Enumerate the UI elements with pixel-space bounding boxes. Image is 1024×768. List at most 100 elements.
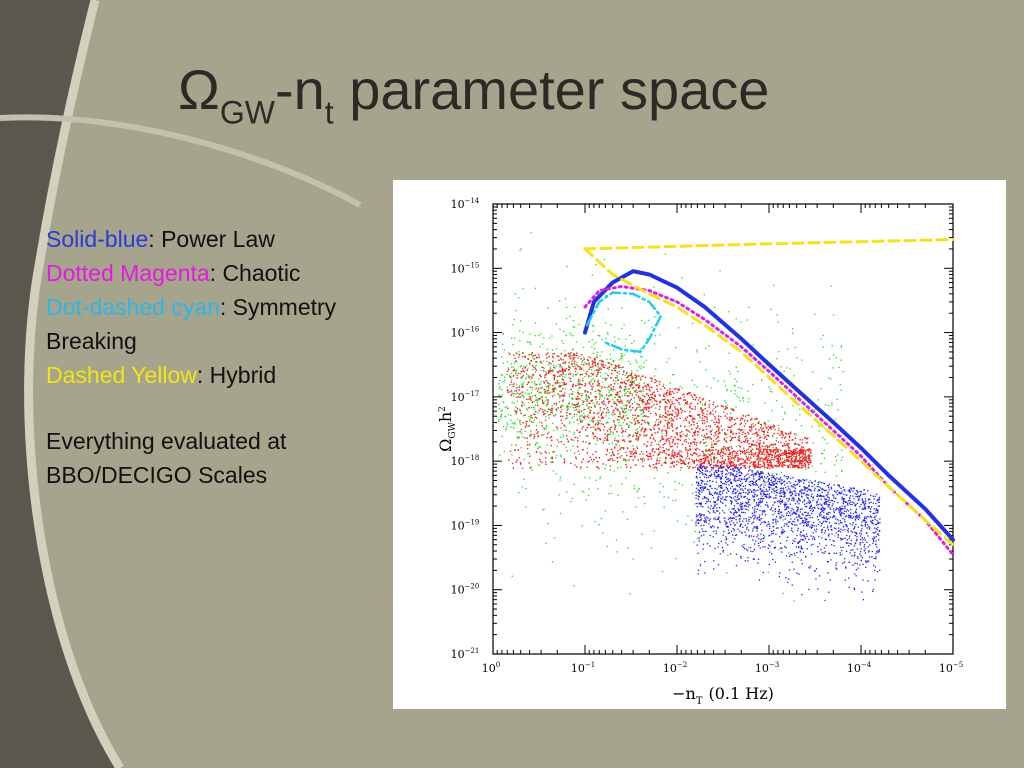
scatter-point	[628, 434, 630, 436]
scatter-point	[499, 379, 501, 382]
scatter-point	[717, 452, 719, 454]
scatter-point	[581, 421, 583, 423]
scatter-point	[779, 462, 781, 464]
scatter-point	[729, 412, 732, 415]
scatter-point	[800, 449, 802, 451]
scatter-point	[547, 401, 549, 403]
scatter-point	[521, 383, 523, 385]
scatter-point	[748, 459, 750, 462]
scatter-point	[533, 407, 535, 409]
scatter-point	[632, 381, 634, 383]
scatter-point	[671, 414, 673, 416]
scatter-point	[548, 408, 550, 410]
scatter-point	[552, 461, 554, 463]
scatter-point	[784, 436, 787, 438]
scatter-point	[550, 457, 552, 459]
scatter-point	[694, 408, 696, 410]
scatter-point	[694, 503, 696, 505]
scatter-point	[589, 456, 591, 458]
scatter-point	[553, 375, 556, 377]
scatter-point	[518, 386, 520, 388]
scatter-point	[651, 378, 653, 380]
scatter-point	[658, 441, 660, 443]
scatter-point	[638, 487, 641, 490]
scatter-point	[505, 429, 507, 431]
scatter-point	[676, 418, 678, 420]
scatter-point	[781, 452, 784, 454]
scatter-point	[537, 387, 540, 390]
scatter-point	[666, 433, 668, 435]
scatter-point	[555, 388, 557, 391]
scatter-point	[795, 449, 797, 452]
scatter-point	[777, 457, 779, 460]
scatter-point	[559, 476, 562, 478]
scatter-point	[592, 377, 594, 380]
scatter-point	[534, 366, 536, 368]
scatter-point	[593, 411, 595, 414]
scatter-point	[554, 367, 556, 369]
scatter-point	[694, 466, 696, 468]
scatter-point	[773, 457, 776, 459]
scatter-point	[595, 390, 597, 392]
scatter-point	[675, 463, 678, 466]
scatter-point	[788, 451, 790, 453]
scatter-point	[700, 458, 702, 460]
scatter-point	[808, 458, 811, 461]
scatter-point	[752, 344, 754, 346]
scatter-point	[641, 460, 644, 462]
scatter-point	[665, 457, 667, 459]
scatter-point	[535, 411, 537, 413]
scatter-point	[624, 386, 626, 388]
scatter-point	[587, 494, 589, 497]
scatter-point	[631, 455, 633, 457]
scatter-point	[596, 351, 598, 353]
scatter-point	[610, 387, 612, 389]
scatter-point	[553, 379, 555, 381]
scatter-point	[791, 491, 793, 493]
scatter-point	[728, 311, 730, 313]
scatter-point	[633, 434, 635, 436]
scatter-point	[539, 374, 541, 376]
scatter-point	[842, 371, 844, 373]
scatter-point	[625, 373, 627, 375]
scatter-point	[629, 401, 631, 404]
scatter-point	[595, 398, 597, 400]
scatter-point	[791, 328, 794, 330]
scatter-point	[671, 436, 673, 438]
scatter-point	[620, 399, 622, 401]
scatter-point	[545, 353, 548, 356]
scatter-point	[697, 425, 699, 427]
scatter-point	[746, 437, 749, 439]
scatter-point	[725, 405, 727, 407]
scatter-point	[705, 455, 708, 457]
scatter-point	[629, 406, 631, 408]
scatter-point	[841, 449, 843, 451]
scatter-point	[673, 456, 675, 459]
scatter-point	[643, 459, 646, 461]
scatter-point	[619, 413, 621, 415]
scatter-point	[612, 410, 615, 412]
scatter-point	[719, 270, 721, 272]
scatter-point	[506, 373, 508, 375]
scatter-point	[590, 458, 593, 461]
scatter-point	[622, 416, 624, 418]
scatter-point	[613, 470, 615, 472]
scatter-point	[776, 450, 778, 453]
scatter-point	[822, 334, 824, 337]
scatter-point	[533, 413, 535, 415]
scatter-point	[560, 411, 562, 413]
scatter-point	[576, 413, 578, 416]
scatter-point	[806, 460, 808, 463]
scatter-point	[738, 444, 740, 447]
scatter-point	[635, 429, 637, 431]
scatter-point	[573, 483, 575, 485]
scatter-point	[566, 435, 568, 437]
scatter-point	[515, 461, 517, 463]
scatter-point	[789, 464, 791, 466]
scatter-point	[714, 306, 716, 308]
scatter-point	[620, 416, 622, 418]
scatter-point	[569, 421, 571, 423]
scatter-point	[582, 403, 584, 405]
scatter-point	[738, 438, 740, 440]
scatter-point	[621, 432, 623, 434]
